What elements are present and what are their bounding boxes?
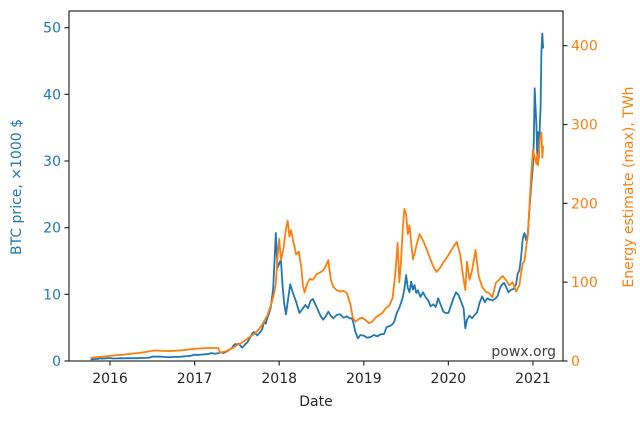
right-tick-label: 400 — [571, 39, 598, 55]
x-tick-label: 2017 — [177, 371, 213, 387]
plot-frame — [68, 10, 564, 362]
right-tick-label: 100 — [571, 275, 598, 291]
left-axis-title: BTC price, ×1000 $ — [9, 119, 25, 255]
x-tick-label: 2019 — [346, 371, 382, 387]
left-tick-label: 0 — [52, 354, 61, 370]
right-tick-label: 200 — [571, 196, 598, 212]
right-axis-title: Energy estimate (max), TWh — [621, 86, 637, 287]
x-axis-title: Date — [299, 394, 332, 410]
x-tick-label: 2018 — [261, 371, 297, 387]
left-tick-label: 10 — [43, 287, 61, 303]
right-tick-label: 0 — [571, 354, 580, 370]
energy-estimate-max--line — [90, 131, 544, 359]
left-tick-label: 40 — [43, 87, 61, 103]
left-tick-label: 50 — [43, 21, 61, 37]
btc-price-line — [90, 32, 544, 361]
left-tick-label: 20 — [43, 221, 61, 237]
x-tick-label: 2021 — [515, 371, 551, 387]
watermark: powx.org — [491, 344, 556, 360]
right-tick-label: 300 — [571, 118, 598, 134]
x-tick-label: 2020 — [431, 371, 467, 387]
x-tick-label: 2016 — [92, 371, 128, 387]
left-tick-label: 30 — [43, 154, 61, 170]
